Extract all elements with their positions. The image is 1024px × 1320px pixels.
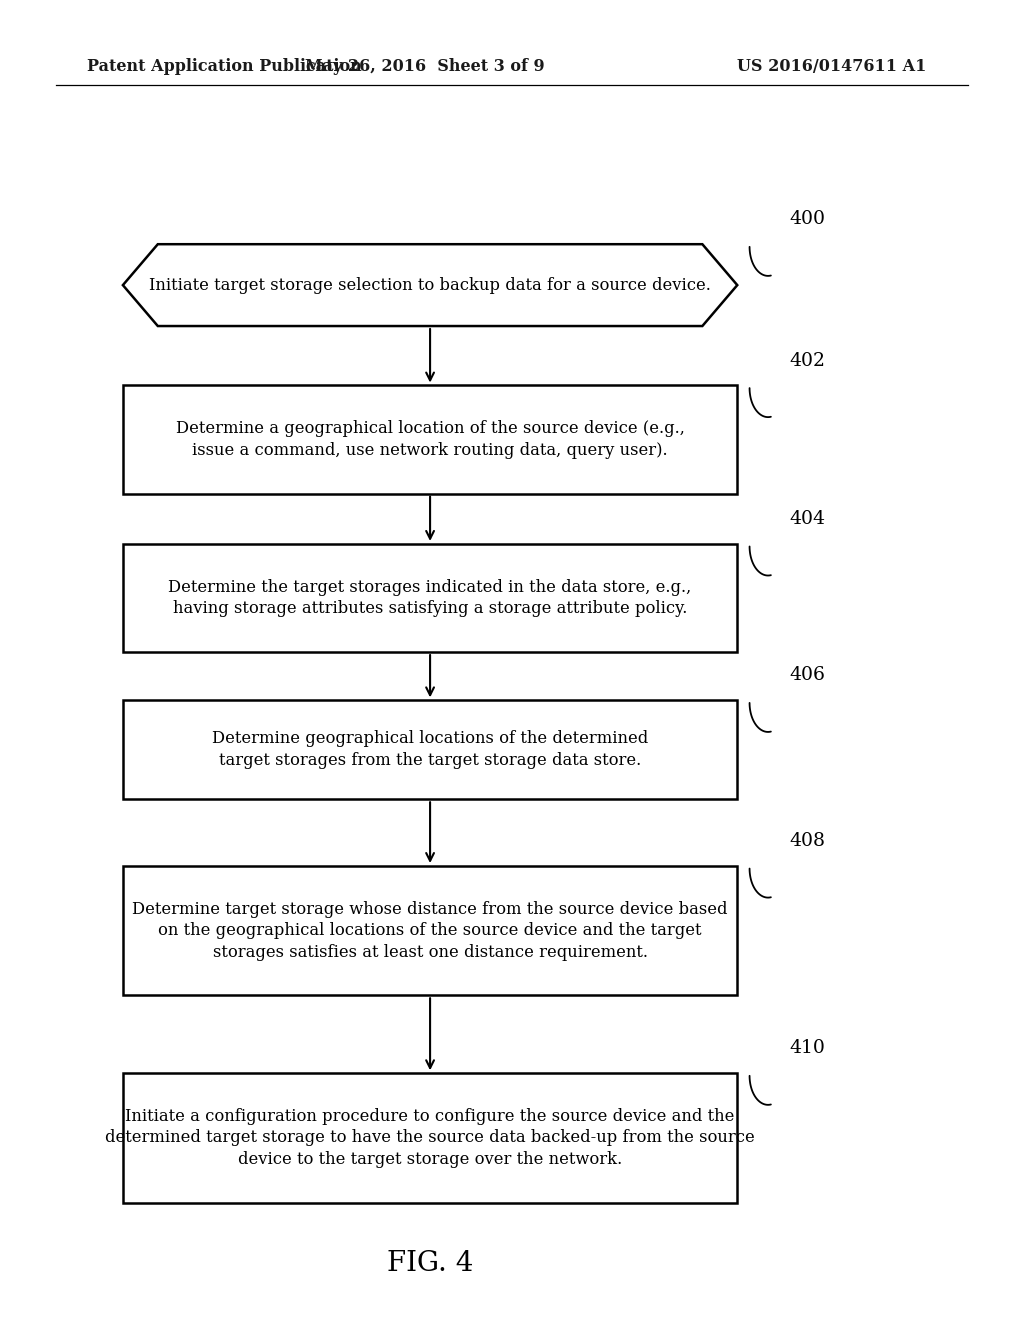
Bar <box>123 385 737 494</box>
Bar <box>123 866 737 995</box>
Text: Determine a geographical location of the source device (e.g.,
issue a command, u: Determine a geographical location of the… <box>176 420 684 459</box>
Text: Determine target storage whose distance from the source device based
on the geog: Determine target storage whose distance … <box>132 900 728 961</box>
Text: 402: 402 <box>788 351 825 370</box>
Text: 410: 410 <box>788 1039 825 1057</box>
Bar <box>123 1073 737 1203</box>
Text: Determine the target storages indicated in the data store, e.g.,
having storage : Determine the target storages indicated … <box>169 578 691 618</box>
Text: Patent Application Publication: Patent Application Publication <box>87 58 361 75</box>
Text: May 26, 2016  Sheet 3 of 9: May 26, 2016 Sheet 3 of 9 <box>305 58 545 75</box>
Text: 406: 406 <box>788 667 825 685</box>
Text: FIG. 4: FIG. 4 <box>387 1250 473 1276</box>
Bar <box>123 544 737 652</box>
Text: Determine geographical locations of the determined
target storages from the targ: Determine geographical locations of the … <box>212 730 648 770</box>
Text: Initiate a configuration procedure to configure the source device and the
determ: Initiate a configuration procedure to co… <box>105 1107 755 1168</box>
Text: 400: 400 <box>788 210 825 228</box>
Text: 408: 408 <box>788 832 825 850</box>
Text: Initiate target storage selection to backup data for a source device.: Initiate target storage selection to bac… <box>150 277 711 293</box>
Polygon shape <box>123 244 737 326</box>
Text: US 2016/0147611 A1: US 2016/0147611 A1 <box>737 58 927 75</box>
Text: 404: 404 <box>788 510 825 528</box>
Bar <box>123 700 737 799</box>
